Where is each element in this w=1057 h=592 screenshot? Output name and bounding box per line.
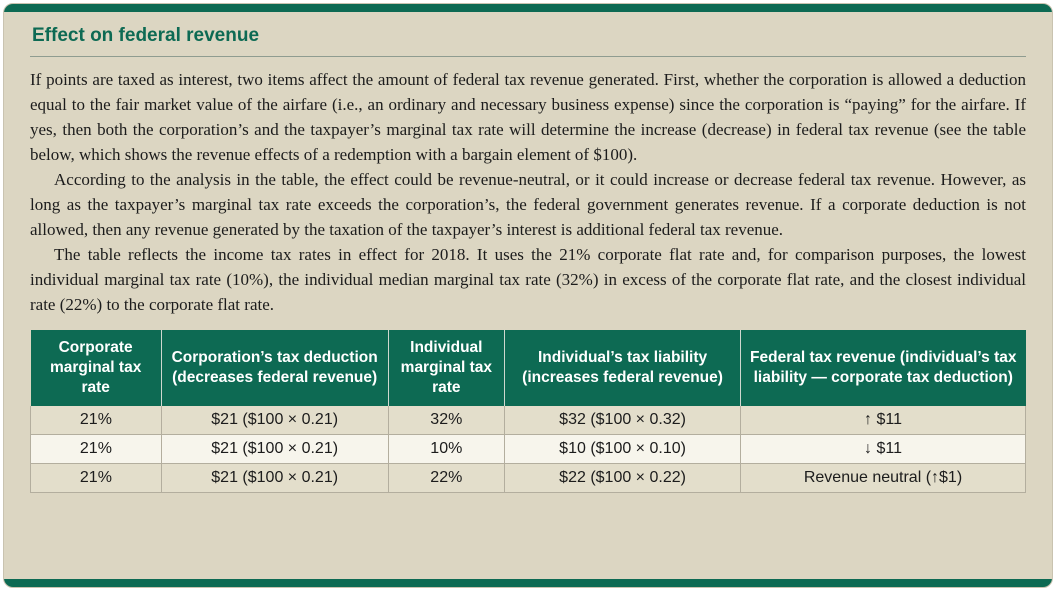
table-cell: ↑ $11 <box>740 406 1026 435</box>
table-cell: 21% <box>30 434 162 464</box>
table-body: 21% $21 ($100 × 0.21) 32% $32 ($100 × 0.… <box>30 406 1026 493</box>
bottom-spacer <box>30 493 1026 579</box>
table-cell: 21% <box>30 463 162 493</box>
header-corporation-tax-deduction: Corporation’s tax deduction (decreases f… <box>160 330 389 406</box>
table-cell: $21 ($100 × 0.21) <box>160 463 389 493</box>
table-cell: $22 ($100 × 0.22) <box>504 463 741 493</box>
document-content: Effect on federal revenue If points are … <box>4 12 1052 579</box>
header-corporate-marginal-rate: Corporate marginal tax rate <box>30 330 162 406</box>
body-text: If points are taxed as interest, two ite… <box>30 67 1026 317</box>
table-cell: $21 ($100 × 0.21) <box>160 406 389 435</box>
title-divider <box>30 56 1026 57</box>
header-individual-marginal-rate: Individual marginal tax rate <box>387 330 505 406</box>
header-individual-tax-liability: Individual’s tax liability (increases fe… <box>504 330 741 406</box>
table-cell: Revenue neutral (↑$1) <box>740 463 1026 493</box>
table-row: 21% $21 ($100 × 0.21) 22% $22 ($100 × 0.… <box>30 463 1026 493</box>
table-cell: 10% <box>387 434 506 464</box>
table-row: 21% $21 ($100 × 0.21) 10% $10 ($100 × 0.… <box>30 434 1026 464</box>
table-row: 21% $21 ($100 × 0.21) 32% $32 ($100 × 0.… <box>30 406 1026 435</box>
header-federal-tax-revenue: Federal tax revenue (individual’s tax li… <box>740 330 1026 406</box>
table-cell: $32 ($100 × 0.32) <box>504 406 741 435</box>
page-title: Effect on federal revenue <box>32 25 260 46</box>
bottom-rule-bar <box>4 579 1052 587</box>
revenue-effects-table: Corporate marginal tax rate Corporation’… <box>30 330 1026 493</box>
table-cell: 22% <box>387 463 506 493</box>
table-cell: 21% <box>30 406 162 435</box>
paragraph-2: According to the analysis in the table, … <box>30 170 1026 239</box>
document-card: Effect on federal revenue If points are … <box>3 3 1053 588</box>
table-cell: $21 ($100 × 0.21) <box>160 434 389 464</box>
table-header-row: Corporate marginal tax rate Corporation’… <box>30 330 1026 406</box>
paragraph-1: If points are taxed as interest, two ite… <box>30 70 1026 164</box>
top-rule-bar <box>4 4 1052 12</box>
paragraph-3: The table reflects the income tax rates … <box>30 245 1026 314</box>
table-head: Corporate marginal tax rate Corporation’… <box>30 330 1026 406</box>
table-cell: $10 ($100 × 0.10) <box>504 434 741 464</box>
table-cell: ↓ $11 <box>740 434 1026 464</box>
table-cell: 32% <box>387 406 506 435</box>
